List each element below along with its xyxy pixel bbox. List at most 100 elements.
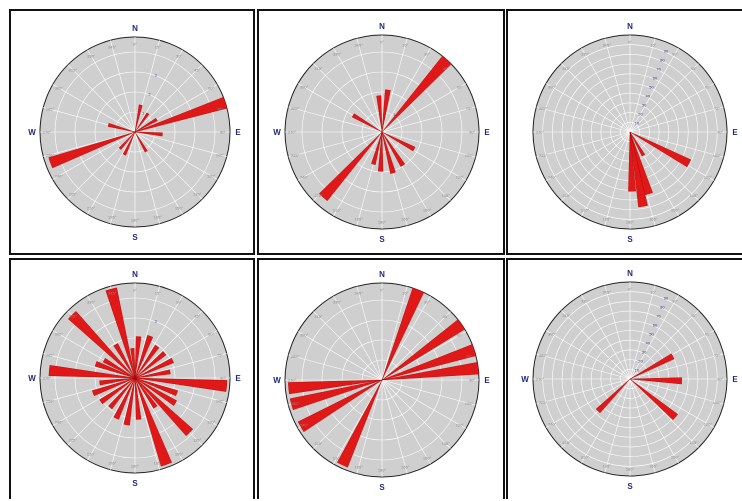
- grid-spoke: [333, 295, 383, 381]
- degree-label: 0°: [628, 287, 632, 292]
- north-label: N: [132, 24, 138, 33]
- petal: [134, 377, 158, 409]
- degree-label: 315°: [69, 67, 78, 72]
- ring-label: 60: [653, 323, 658, 328]
- petal: [629, 131, 646, 157]
- degree-label: 180°: [626, 220, 635, 225]
- degree-label: 75°: [466, 106, 472, 111]
- degree-label: 0°: [628, 40, 632, 45]
- grid-spoke: [581, 47, 631, 133]
- grid-spoke: [52, 377, 136, 426]
- grid-spoke: [604, 38, 631, 133]
- grid-spoke: [134, 131, 203, 200]
- degree-label: 210°: [87, 452, 96, 457]
- grid-spoke: [629, 83, 715, 133]
- degree-label: 345°: [108, 291, 117, 296]
- grid-spoke: [110, 377, 136, 470]
- grid-spoke: [381, 131, 476, 158]
- grid-spoke: [629, 378, 715, 428]
- degree-label: 30°: [672, 52, 678, 57]
- degree-label: 45°: [443, 66, 449, 71]
- ring-label: 90: [664, 49, 669, 54]
- degree-label: 45°: [194, 313, 200, 318]
- petal: [629, 377, 682, 385]
- grid-spoke: [629, 131, 699, 201]
- degree-label: 255°: [291, 401, 300, 406]
- petal: [134, 351, 167, 379]
- grid-spoke: [134, 286, 160, 379]
- grid-spoke: [545, 330, 631, 380]
- ring-label: 10: [635, 368, 640, 373]
- grid-spoke: [356, 38, 383, 133]
- east-label: E: [732, 128, 738, 137]
- degree-label: 195°: [603, 463, 612, 468]
- ring-label: 70: [656, 67, 661, 72]
- north-label: N: [379, 22, 385, 31]
- petal: [134, 377, 228, 392]
- grid-spoke: [629, 285, 656, 380]
- grid-spoke: [561, 310, 631, 380]
- degree-label: 90°: [469, 130, 475, 135]
- grid-spoke: [581, 378, 631, 464]
- degree-label: 210°: [87, 206, 96, 211]
- grid-spoke: [356, 379, 383, 474]
- grid-spoke: [561, 131, 631, 201]
- grid-spoke: [43, 353, 136, 379]
- degree-label: 15°: [650, 43, 656, 48]
- petal: [381, 131, 396, 174]
- grid-spoke: [52, 84, 136, 133]
- grid-spoke: [134, 377, 160, 470]
- degree-label: 285°: [539, 106, 548, 111]
- grid-spoke: [288, 354, 383, 381]
- degree-label: 15°: [155, 45, 161, 50]
- south-label: S: [627, 482, 633, 491]
- grid-spoke: [561, 63, 631, 133]
- grid-spoke: [356, 286, 383, 381]
- grid-spoke: [110, 40, 136, 133]
- degree-label: 255°: [539, 400, 548, 405]
- degree-label: 330°: [87, 299, 96, 304]
- grid-spoke: [381, 379, 408, 474]
- degree-label: 120°: [456, 175, 465, 180]
- degree-label: 120°: [207, 174, 216, 179]
- degree-label: 90°: [220, 130, 226, 135]
- degree-label: 45°: [691, 313, 697, 318]
- grid-spoke: [333, 379, 383, 465]
- grid-spoke: [134, 295, 183, 379]
- degree-label: 195°: [603, 216, 612, 221]
- petal: [377, 131, 384, 172]
- petal: [381, 131, 416, 152]
- degree-label: 60°: [705, 85, 711, 90]
- east-label: E: [484, 376, 490, 385]
- ring-label: 2: [148, 338, 151, 343]
- degree-label: 0°: [380, 40, 384, 45]
- degree-label: 105°: [216, 398, 225, 403]
- ring-label: 70: [656, 314, 661, 319]
- petal: [113, 343, 136, 379]
- degree-label: 15°: [155, 291, 161, 296]
- degree-label: 105°: [216, 152, 225, 157]
- ring-label: 60: [653, 76, 658, 81]
- grid-spoke: [629, 378, 679, 464]
- grid-spoke: [381, 38, 408, 133]
- degree-label: 285°: [291, 106, 300, 111]
- grid-spoke: [87, 377, 136, 461]
- degree-label: 315°: [69, 313, 78, 318]
- grid-spoke: [134, 377, 183, 461]
- petal: [628, 131, 636, 192]
- petal: [381, 131, 406, 167]
- west-label: W: [521, 375, 529, 384]
- petal: [376, 95, 383, 133]
- ring-label: 40: [646, 341, 651, 346]
- petal: [122, 131, 136, 156]
- petal: [134, 377, 177, 406]
- rose-diagram-panel-4: 0° 15° 30° 45° 60° 75° 90° 105° 120° 135° 150° 165°…: [9, 258, 255, 499]
- degree-label: 285°: [46, 353, 55, 358]
- degree-label: 255°: [539, 153, 548, 158]
- south-label: S: [132, 233, 138, 242]
- petal: [134, 377, 178, 397]
- rose-diagram-panel-6: 0° 15° 30° 45° 60° 75° 90° 105° 120° 135° 150° 165°…: [506, 258, 742, 499]
- degree-label: 225°: [69, 438, 78, 443]
- degree-label: 135°: [193, 192, 202, 197]
- grid-spoke: [134, 131, 218, 180]
